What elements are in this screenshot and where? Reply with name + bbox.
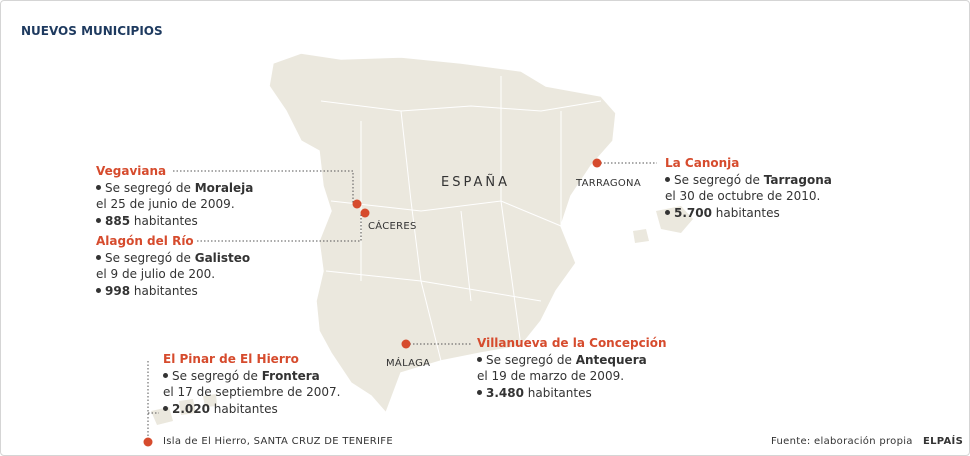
municipality-name: La Canonja (665, 156, 740, 170)
population-unit: habitantes (130, 283, 198, 298)
population: 885 (105, 213, 131, 228)
population-unit: habitantes (130, 213, 198, 228)
population-unit: habitantes (711, 205, 780, 220)
population-line: 998 habitantes (96, 283, 250, 300)
population-line: 3.480 habitantes (477, 385, 667, 402)
population: 3.480 (486, 385, 524, 400)
segregation-line: Se segregó de Frontera (163, 368, 340, 385)
date: el 17 de septiembre de 2007. (163, 385, 341, 399)
title: NUEVOS MUNICIPIOS (21, 24, 163, 38)
brand: ELPAÍS (923, 436, 964, 447)
date: el 30 de octubre de 2010. (665, 189, 821, 203)
segregation-text: Se segregó de (105, 250, 195, 265)
population-unit: habitantes (209, 401, 278, 416)
parent-municipality: Tarragona (763, 172, 832, 187)
parent-municipality: Moraleja (194, 180, 254, 195)
segregation-text: Se segregó de (172, 368, 262, 383)
population-unit: habitantes (523, 385, 592, 400)
date: el 25 de junio de 2009. (96, 197, 235, 211)
callout: Vegaviana Se segregó de Moraleja el 25 de … (96, 163, 253, 229)
place-label: CÁCERES (368, 221, 417, 232)
segregation-line: Se segregó de Tarragona (665, 172, 832, 189)
source: Fuente: elaboración propia (771, 436, 913, 447)
municipality-name: El Pinar de El Hierro (163, 352, 299, 366)
date: el 19 de marzo de 2009. (477, 369, 625, 383)
callout: Alagón del Río Se segregó de Galisteo el 9… (96, 233, 250, 299)
leader-lines (147, 162, 657, 437)
parent-municipality: Antequera (575, 352, 647, 367)
callout: La Canonja Se segregó de Tarragona el 30 d… (665, 155, 832, 221)
population-line: 5.700 habitantes (665, 205, 832, 222)
callout: Villanueva de la Concepción Se segregó de… (477, 335, 667, 401)
country-label: ESPAÑA (441, 175, 510, 190)
municipality-name: Alagón del Río (96, 234, 194, 248)
callout: El Pinar de El Hierro Se segregó de Front… (163, 351, 340, 417)
parent-municipality: Galisteo (194, 250, 251, 265)
population: 5.700 (674, 205, 712, 220)
segregation-line: Se segregó de Moraleja (96, 180, 253, 197)
segregation-line: Se segregó de Galisteo (96, 250, 250, 267)
population-line: 885 habitantes (96, 213, 253, 230)
place-label: Isla de El Hierro, SANTA CRUZ DE TENERIF… (163, 436, 393, 447)
segregation-text: Se segregó de (674, 172, 764, 187)
segregation-line: Se segregó de Antequera (477, 352, 667, 369)
municipality-name: Villanueva de la Concepción (477, 336, 667, 350)
segregation-text: Se segregó de (105, 180, 195, 195)
segregation-text: Se segregó de (486, 352, 576, 367)
population-line: 2.020 habitantes (163, 401, 340, 418)
place-label: TARRAGONA (576, 178, 641, 189)
region-borders (320, 76, 602, 362)
population: 998 (105, 283, 131, 298)
municipality-name: Vegaviana (96, 164, 167, 178)
parent-municipality: Frontera (261, 368, 320, 383)
place-label: MÁLAGA (386, 358, 431, 369)
population: 2.020 (172, 401, 210, 416)
date: el 9 de julio de 200. (96, 267, 216, 281)
location-dots (143, 158, 602, 447)
